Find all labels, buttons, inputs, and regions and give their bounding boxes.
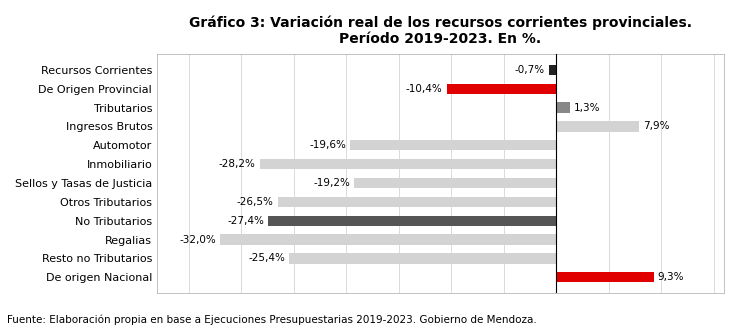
Text: 9,3%: 9,3% — [658, 272, 684, 282]
Text: -10,4%: -10,4% — [406, 84, 443, 94]
Bar — [355, 178, 556, 188]
Bar — [447, 84, 556, 94]
Text: 1,3%: 1,3% — [574, 103, 600, 113]
Text: -32,0%: -32,0% — [179, 235, 216, 245]
Bar — [556, 272, 654, 282]
Bar — [260, 159, 556, 169]
Bar — [556, 121, 639, 132]
Bar — [268, 215, 556, 226]
Bar — [556, 102, 570, 113]
Text: Fuente: Elaboración propia en base a Ejecuciones Presupuestarias 2019-2023. Gobi: Fuente: Elaboración propia en base a Eje… — [7, 314, 537, 325]
Text: -25,4%: -25,4% — [248, 254, 285, 263]
Bar — [220, 235, 556, 245]
Title: Gráfico 3: Variación real de los recursos corrientes provinciales.
Período 2019-: Gráfico 3: Variación real de los recurso… — [189, 15, 692, 46]
Bar — [278, 197, 556, 207]
Text: 7,9%: 7,9% — [643, 121, 670, 132]
Text: -28,2%: -28,2% — [219, 159, 256, 169]
Bar — [350, 140, 556, 151]
Bar — [548, 65, 556, 75]
Text: -19,2%: -19,2% — [313, 178, 350, 188]
Text: -26,5%: -26,5% — [236, 197, 273, 207]
Text: -0,7%: -0,7% — [514, 65, 545, 75]
Text: -19,6%: -19,6% — [309, 140, 346, 150]
Bar — [290, 253, 556, 264]
Text: -27,4%: -27,4% — [228, 216, 264, 226]
